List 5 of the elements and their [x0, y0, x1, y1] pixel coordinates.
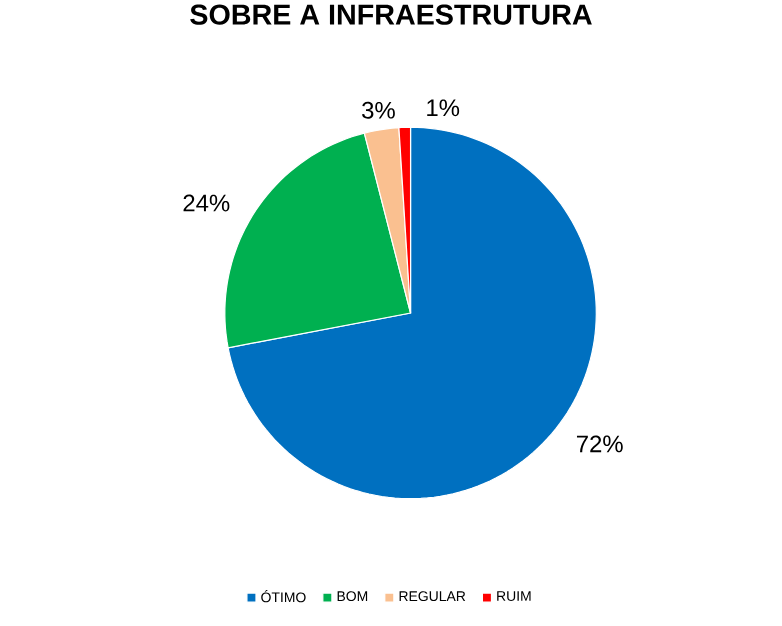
chart-title: SOBRE A INFRAESTRUTURA: [190, 4, 592, 25]
data-label: 3%: [362, 101, 395, 119]
data-label: 72%: [576, 435, 623, 453]
data-label: 24%: [183, 194, 230, 212]
data-label: 1%: [427, 99, 460, 117]
